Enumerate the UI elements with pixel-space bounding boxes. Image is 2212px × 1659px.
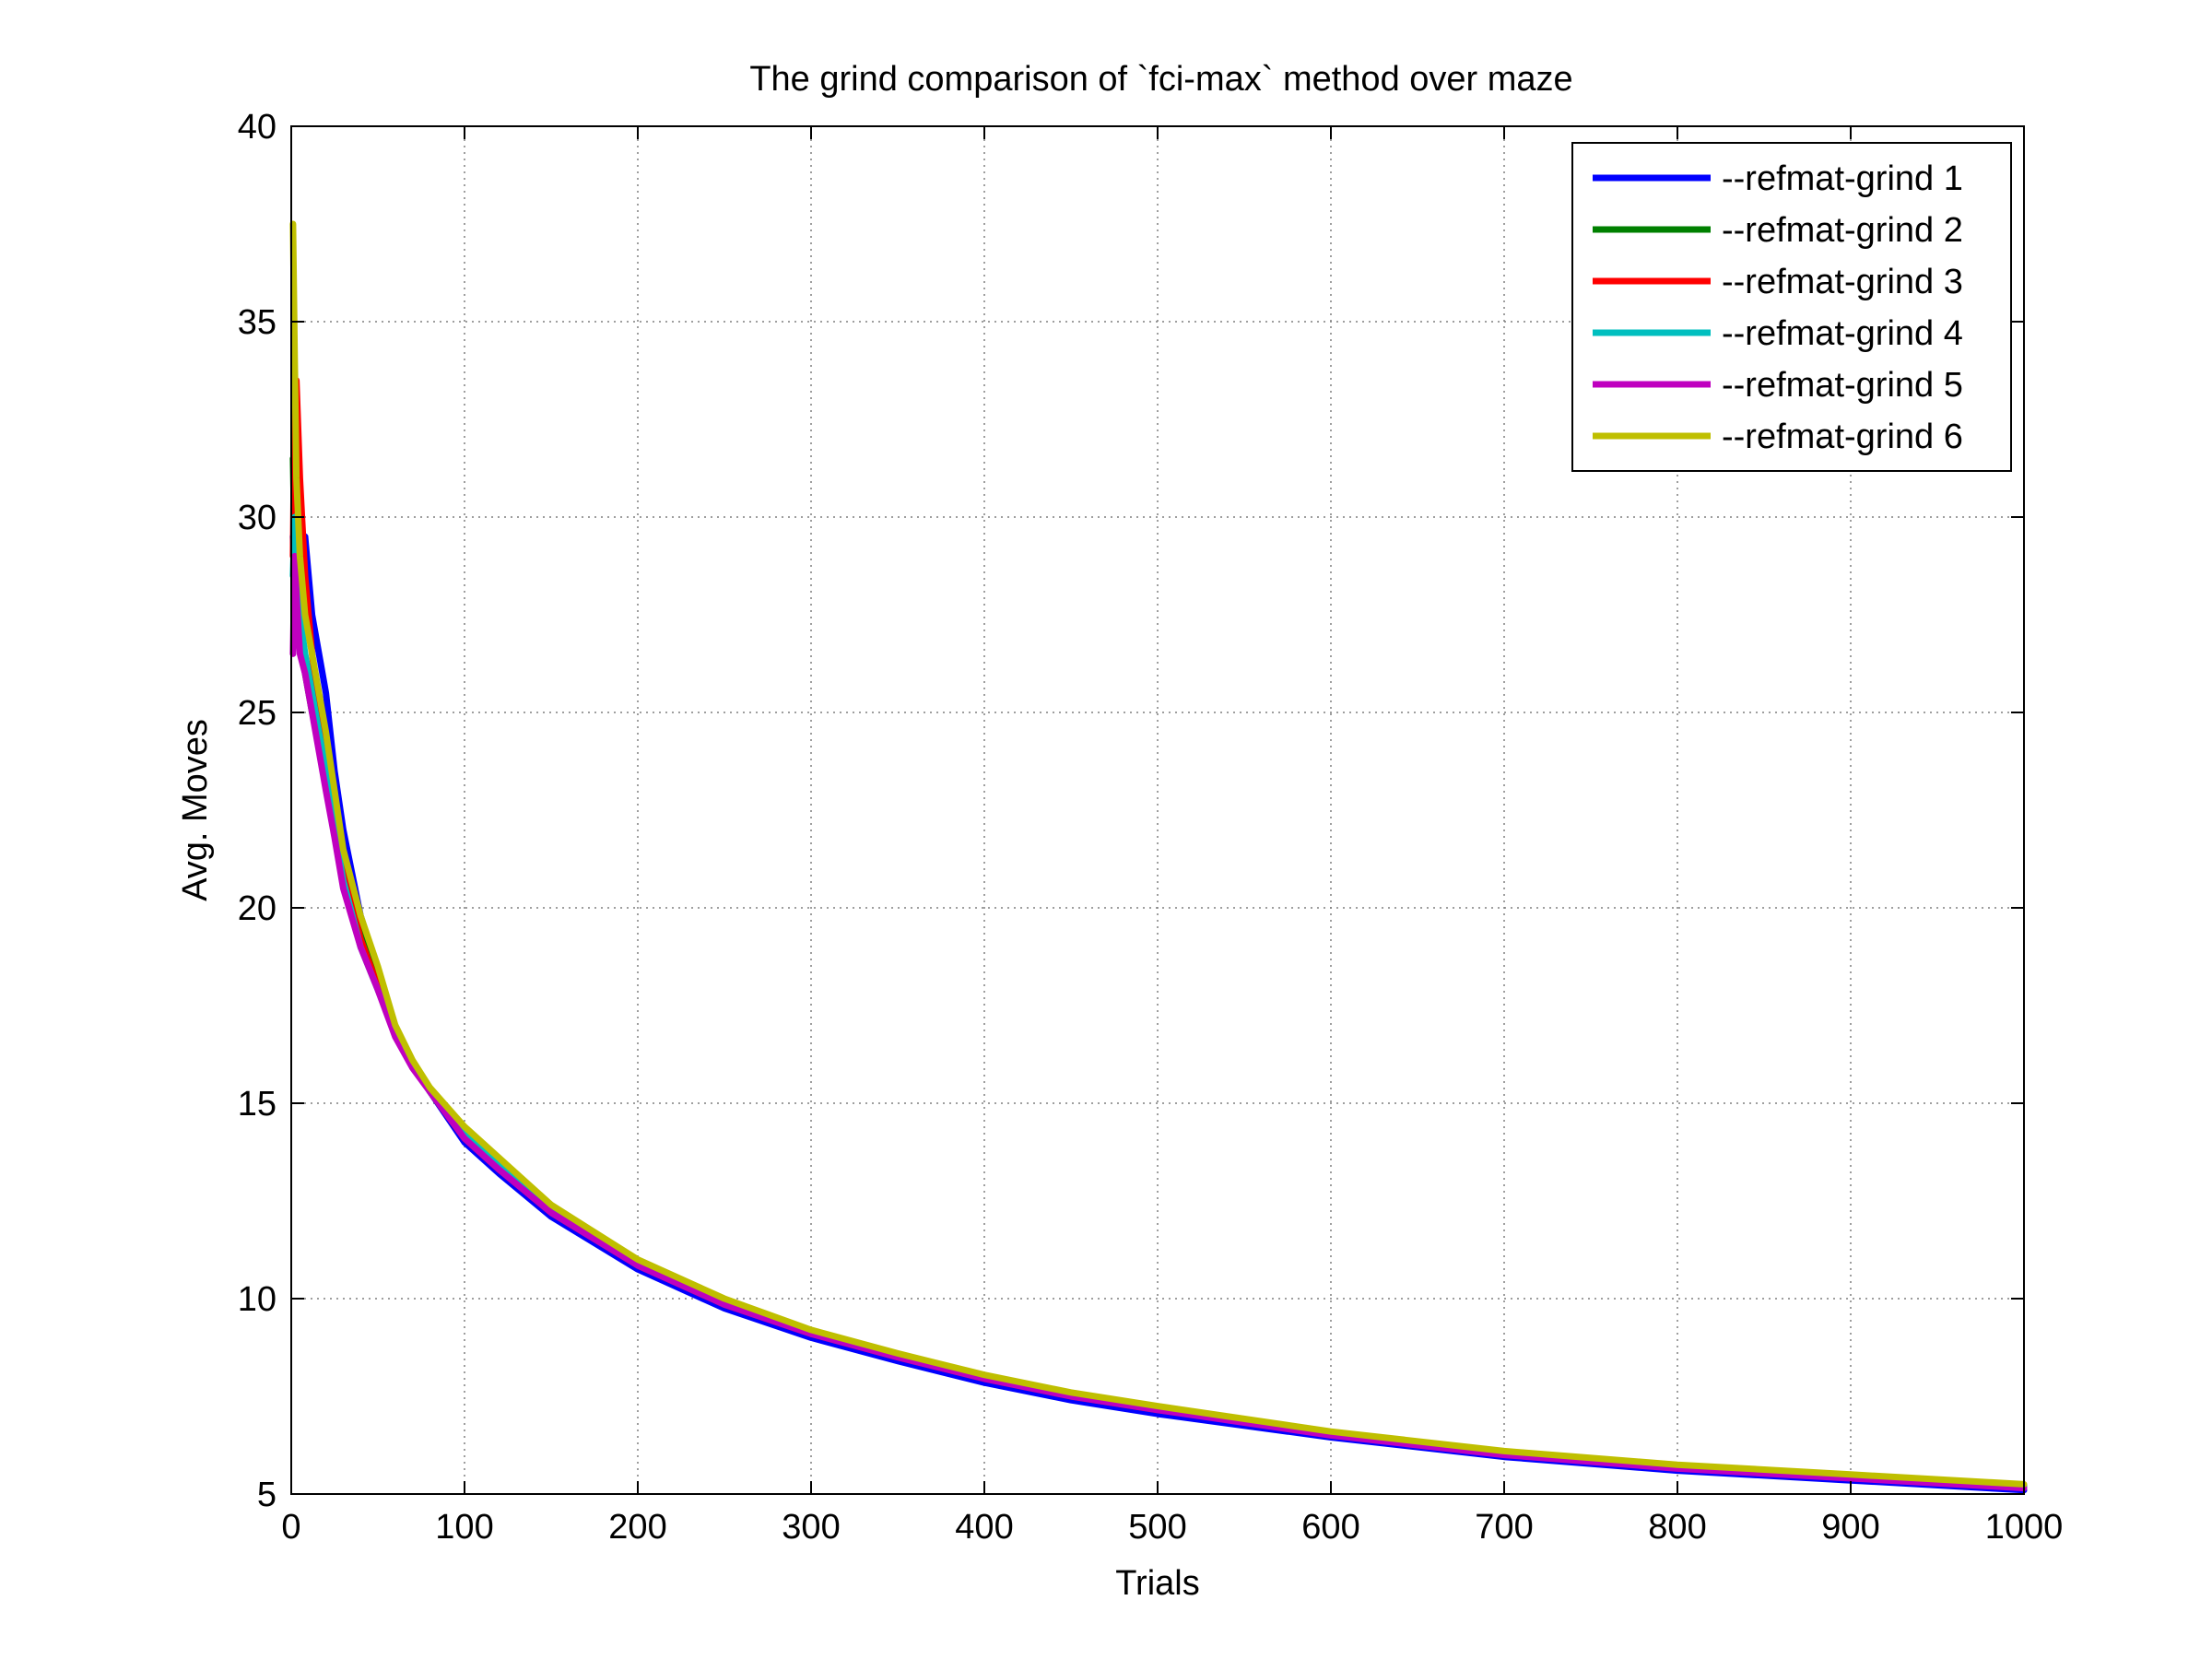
- grid: [291, 126, 2024, 1494]
- x-tick-label: 700: [1475, 1508, 1533, 1547]
- x-tick-label: 100: [435, 1508, 493, 1547]
- legend-label-3: --refmat-grind 3: [1722, 263, 1963, 301]
- chart-title: The grind comparison of `fci-max` method…: [749, 60, 1572, 99]
- series-line-1: [289, 513, 2028, 1494]
- y-tick-label: 20: [238, 889, 276, 928]
- legend-label-4: --refmat-grind 4: [1722, 314, 1963, 353]
- legend: --refmat-grind 1 --refmat-grind 2 --refmat…: [1571, 142, 2012, 472]
- y-tick-label: 5: [257, 1476, 276, 1514]
- y-tick-label: 25: [238, 694, 276, 733]
- axis-ticks: 0 100 200 300 400 500 600 700 800 900 1000 5 10 15 20 2…: [238, 108, 2064, 1547]
- legend-label-1: --refmat-grind 1: [1722, 159, 1963, 198]
- series-line-5: [289, 552, 2028, 1492]
- y-tick-label: 40: [238, 108, 276, 147]
- legend-label-2: --refmat-grind 2: [1722, 211, 1963, 250]
- series-lines: [289, 220, 2028, 1494]
- x-axis-label: Trials: [1115, 1564, 1199, 1603]
- x-tick-label: 500: [1128, 1508, 1186, 1547]
- y-tick-label: 10: [238, 1280, 276, 1319]
- x-tick-label: 0: [281, 1508, 300, 1547]
- legend-box: [1571, 142, 2012, 472]
- legend-label-5: --refmat-grind 5: [1722, 366, 1963, 405]
- x-tick-label: 1000: [1985, 1508, 2064, 1547]
- x-tick-label: 300: [782, 1508, 840, 1547]
- y-tick-label: 30: [238, 499, 276, 537]
- legend-label-6: --refmat-grind 6: [1722, 418, 1963, 456]
- x-tick-label: 600: [1301, 1508, 1359, 1547]
- series-line-6: [289, 220, 2028, 1488]
- series-line-2: [289, 454, 2028, 1489]
- x-tick-label: 200: [608, 1508, 666, 1547]
- x-tick-label: 900: [1821, 1508, 1879, 1547]
- y-tick-label: 35: [238, 303, 276, 342]
- x-tick-label: 800: [1648, 1508, 1706, 1547]
- series-line-3: [289, 377, 2028, 1489]
- y-axis-label: Avg. Moves: [176, 719, 215, 901]
- series-line-4: [289, 513, 2028, 1489]
- y-tick-label: 15: [238, 1085, 276, 1124]
- x-tick-label: 400: [955, 1508, 1013, 1547]
